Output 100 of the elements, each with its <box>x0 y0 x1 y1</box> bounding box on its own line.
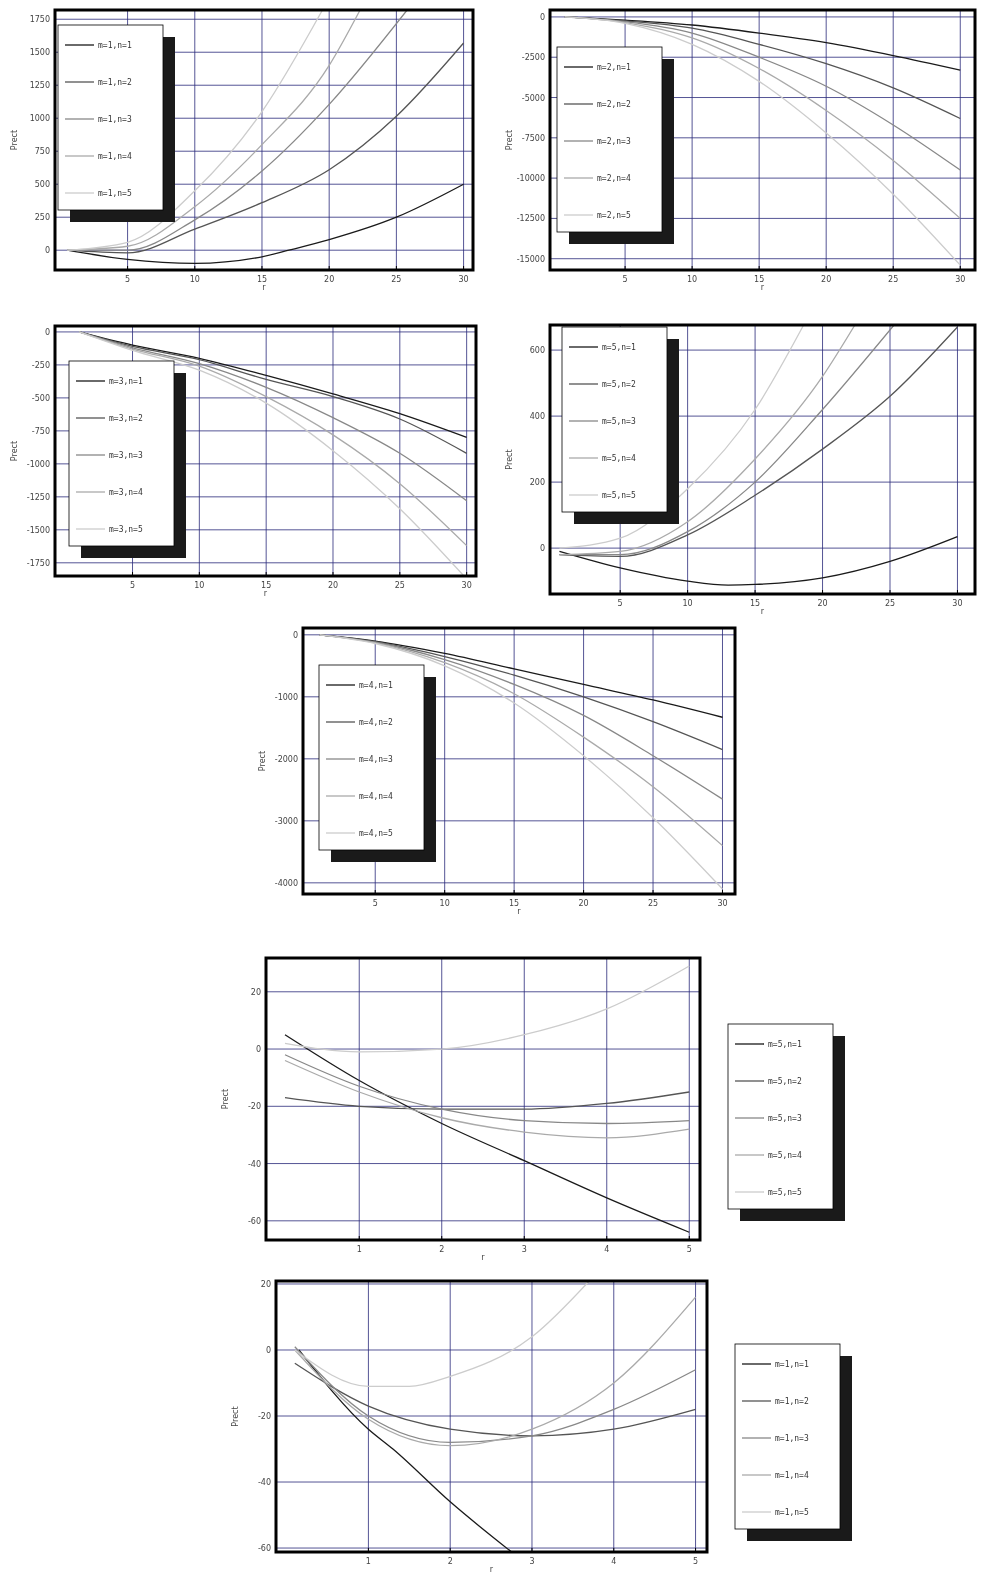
x-tick-label: 20 <box>578 899 589 908</box>
line-series <box>294 1346 697 1444</box>
legend-label: m=2,n=5 <box>597 211 631 220</box>
line-series <box>284 1059 690 1139</box>
legend-label: m=2,n=1 <box>597 63 631 72</box>
y-axis-title: Prect <box>505 129 514 151</box>
legend-label: m=5,n=1 <box>768 1040 802 1049</box>
legend-label: m=5,n=3 <box>768 1114 802 1123</box>
x-tick-label: 1 <box>356 1245 362 1254</box>
x-tick-label: 20 <box>327 581 339 590</box>
y-tick-label: -60 <box>247 1216 261 1226</box>
line-series <box>319 634 724 890</box>
y-tick-label: -15000 <box>516 254 545 264</box>
legend-label: m=1,n=2 <box>775 1397 809 1406</box>
x-tick-label: 15 <box>256 275 268 284</box>
x-tick-label: 30 <box>461 581 472 590</box>
y-tick-label: 20 <box>260 1279 271 1289</box>
legend-label: m=1,n=5 <box>775 1508 809 1517</box>
x-tick-label: 20 <box>817 599 828 608</box>
legend-label: m=4,n=2 <box>359 718 393 727</box>
y-tick-label: -2000 <box>274 754 298 764</box>
y-tick-label: -1750 <box>26 558 50 568</box>
y-tick-label: -500 <box>31 393 50 403</box>
x-tick-label: 5 <box>617 599 623 608</box>
line-series <box>558 535 959 586</box>
legend-label: m=3,n=1 <box>109 377 143 386</box>
x-tick-label: 5 <box>622 275 628 284</box>
y-tick-label: 20 <box>250 987 261 997</box>
y-tick-label: 1750 <box>29 15 50 25</box>
x-tick-label: 15 <box>754 275 765 284</box>
x-tick-label: 20 <box>821 275 832 284</box>
legend-label: m=1,n=3 <box>98 115 132 124</box>
y-tick-label: -250 <box>31 360 50 370</box>
x-axis-title: r <box>489 1565 494 1574</box>
legend-label: m=3,n=4 <box>109 488 143 497</box>
x-tick-label: 25 <box>884 599 896 608</box>
x-tick-label: 3 <box>521 1245 527 1254</box>
legend-label: m=2,n=2 <box>597 100 631 109</box>
y-tick-label: 750 <box>34 147 50 157</box>
y-tick-label: 1250 <box>29 81 50 91</box>
line-series <box>319 634 724 847</box>
y-tick-label: 0 <box>539 12 545 22</box>
legend-label: m=1,n=4 <box>775 1471 809 1480</box>
legend-label: m=5,n=2 <box>768 1077 802 1086</box>
legend-label: m=2,n=4 <box>597 174 631 183</box>
y-tick-label: -1250 <box>26 492 50 502</box>
y-tick-label: -10000 <box>516 174 545 184</box>
x-tick-label: 5 <box>125 275 131 284</box>
y-tick-label: -3000 <box>274 816 298 826</box>
y-tick-label: 1000 <box>29 114 50 124</box>
x-tick-label: 20 <box>324 275 335 284</box>
x-tick-label: 10 <box>682 599 693 608</box>
y-tick-label: -20 <box>257 1412 271 1421</box>
legend-label: m=4,n=3 <box>359 755 393 764</box>
x-tick-label: 1 <box>365 1557 371 1566</box>
x-tick-label: 10 <box>687 275 698 284</box>
x-tick-label: 30 <box>458 275 469 284</box>
y-axis-title: Prect <box>221 1088 230 1110</box>
x-tick-label: 15 <box>509 899 520 908</box>
line-series <box>564 16 961 266</box>
y-tick-label: -1000 <box>274 692 298 702</box>
x-tick-label: 10 <box>439 899 450 908</box>
x-tick-label: 3 <box>529 1557 535 1566</box>
x-tick-label: 5 <box>372 899 378 908</box>
legend-label: m=4,n=4 <box>359 792 393 801</box>
x-tick-label: 10 <box>189 275 200 284</box>
x-axis-title: r <box>481 1253 486 1262</box>
x-axis-title: r <box>760 283 765 292</box>
y-tick-label: 200 <box>529 478 545 488</box>
y-tick-label: -5000 <box>521 93 545 103</box>
legend-label: m=1,n=5 <box>98 189 132 198</box>
y-tick-label: 0 <box>292 630 298 640</box>
x-tick-label: 5 <box>686 1245 692 1254</box>
legend-label: m=1,n=1 <box>98 41 132 50</box>
legend-label: m=5,n=4 <box>602 454 636 463</box>
y-tick-label: -4000 <box>274 878 298 888</box>
y-tick-label: -7500 <box>521 133 545 143</box>
y-tick-label: -1500 <box>26 525 50 535</box>
x-tick-label: 4 <box>611 1557 617 1566</box>
x-tick-label: 15 <box>749 599 761 608</box>
y-tick-label: -20 <box>247 1102 261 1112</box>
x-tick-label: 25 <box>647 899 659 908</box>
y-tick-label: 0 <box>44 327 50 337</box>
y-axis-title: Prect <box>505 449 514 470</box>
x-tick-label: 5 <box>693 1557 699 1566</box>
line-series <box>294 1296 697 1447</box>
x-tick-label: 25 <box>394 581 405 590</box>
line-series <box>284 1054 690 1125</box>
legend-label: m=5,n=3 <box>602 417 636 426</box>
x-tick-label: 30 <box>717 899 728 908</box>
y-tick-label: -12500 <box>516 214 545 224</box>
y-tick-label: 400 <box>529 412 545 422</box>
y-tick-label: 0 <box>539 544 545 554</box>
y-tick-label: -40 <box>257 1478 271 1488</box>
line-series <box>298 1349 513 1552</box>
y-tick-label: 0 <box>265 1345 271 1355</box>
y-axis-title: Prect <box>10 129 19 151</box>
legend-label: m=1,n=2 <box>98 78 132 87</box>
legend-label: m=5,n=5 <box>602 491 636 500</box>
legend-label: m=4,n=5 <box>359 829 393 838</box>
